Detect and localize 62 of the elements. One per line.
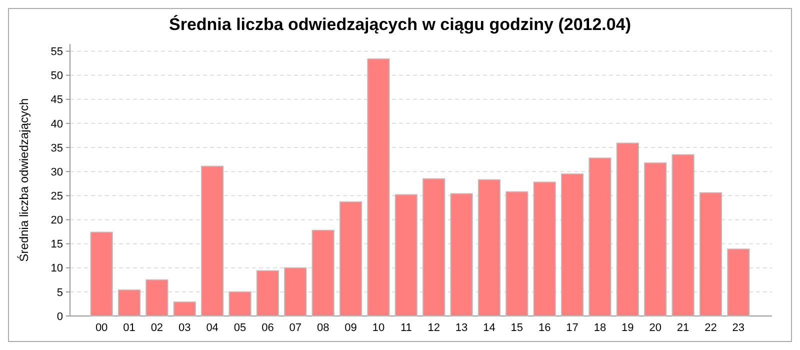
y-tick-label: 15 [50,238,63,251]
y-tick-label: 20 [50,214,63,227]
bar [506,191,528,316]
bar [118,290,141,316]
y-tick-label: 10 [50,262,63,275]
x-tick-label: 00 [95,322,108,334]
bar [228,291,252,316]
bar [201,166,224,316]
x-tick-label: 21 [676,322,690,334]
bar [450,193,473,316]
bar [699,192,722,316]
bar [146,279,168,316]
y-tick-label: 35 [50,142,63,154]
bar [339,201,362,316]
bar [256,270,280,316]
bar [284,267,307,316]
bar [478,179,501,316]
x-tick-label: 20 [649,322,662,334]
bar [394,194,418,316]
bar [90,232,113,316]
x-tick-label: 23 [732,322,745,334]
y-tick-label: 45 [50,94,63,106]
y-tick-label: 50 [50,70,63,82]
x-tick-label: 19 [622,322,634,334]
x-tick-label: 15 [510,322,524,334]
x-tick-label: 12 [428,322,440,334]
x-tick-label: 03 [178,322,191,334]
x-tick-label: 22 [704,322,717,334]
y-axis-title: Średnia liczba odwiedzających [17,98,31,262]
bar [727,248,750,316]
x-tick-label: 04 [206,322,218,334]
x-tick-label: 11 [400,322,412,334]
bar [588,158,612,316]
x-tick-label: 01 [123,322,136,334]
bar [422,178,446,316]
x-tick-label: 10 [372,322,385,334]
y-tick-label: 55 [50,46,63,58]
y-tick-label: 30 [50,166,63,178]
x-tick-label: 18 [594,322,606,334]
y-tick-label: 5 [56,286,63,299]
x-tick-label: 08 [316,322,330,334]
y-tick-label: 25 [50,190,63,202]
y-tick-label: 0 [56,310,63,323]
y-tick-label: 40 [50,118,63,130]
bar [173,302,196,316]
x-tick-label: 16 [538,322,551,334]
x-tick-label: 02 [150,322,164,334]
x-tick-label: 13 [455,322,468,334]
x-tick-label: 06 [262,322,274,334]
x-tick-label: 17 [566,322,578,334]
x-tick-label: 14 [483,322,496,334]
bar [312,230,334,316]
chart-title: Średnia liczba odwiedzających w ciągu godziny (2012.04) [169,14,631,34]
bar [616,142,639,316]
x-tick-label: 07 [289,322,302,334]
bar [367,58,390,316]
bar [533,182,556,316]
bar [644,162,667,316]
bar [672,154,694,316]
bar [560,173,584,316]
x-tick-label: 05 [234,322,246,334]
x-tick-label: 09 [344,322,357,334]
